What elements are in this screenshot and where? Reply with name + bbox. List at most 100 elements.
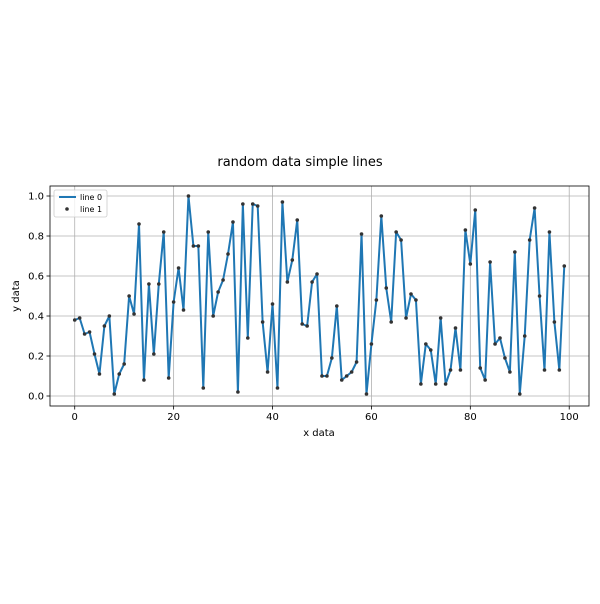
scatter-point [241,202,245,206]
scatter-point [428,348,433,352]
scatter-point [453,326,458,330]
scatter-point [166,376,171,380]
y-axis-label: y data [11,280,22,312]
scatter-point [419,382,423,386]
scatter-point [394,230,398,234]
scatter-point [221,278,225,282]
scatter-point [161,230,166,234]
scatter-point [522,334,527,338]
scatter-point [226,252,230,256]
scatter-point [404,316,408,320]
scatter-point [562,264,567,268]
scatter-point [107,314,112,318]
scatter-point [255,204,260,208]
scatter-point [374,298,379,302]
scatter-point [137,222,141,226]
chart-title: random data simple lines [217,155,382,170]
scatter-point [112,392,117,396]
y-tick-label: 0.0 [28,392,44,403]
x-tick-label: 40 [266,412,279,423]
scatter-point [300,322,304,326]
scatter-point [260,320,265,324]
scatter-point [305,324,309,328]
scatter-point [196,244,201,248]
scatter-point [344,374,349,378]
scatter-point [156,282,161,286]
scatter-point [335,304,339,308]
scatter-point [92,352,97,356]
scatter-point [547,230,552,234]
scatter-point [359,232,364,236]
scatter-point [295,218,300,222]
legend-label-line-0: line 0 [80,193,102,202]
legend-marker-swatch [65,207,69,211]
scatter-point [513,250,517,254]
scatter-point [102,324,107,328]
scatter-point [532,206,537,210]
scatter-point [458,368,463,372]
scatter-point [280,200,285,204]
scatter-point [176,266,181,270]
scatter-point [275,386,280,390]
y-tick-label: 0.2 [28,352,44,363]
scatter-point [399,238,403,242]
scatter-point [127,294,131,298]
scatter-point [537,294,542,298]
scatter-point [231,220,235,224]
scatter-point [493,342,497,346]
scatter-point [364,392,369,396]
scatter-point [463,228,468,232]
x-tick-label: 100 [560,412,579,423]
scatter-point [250,202,255,206]
scatter-point [369,342,374,346]
scatter-point [448,368,453,372]
x-tick-label: 0 [72,412,78,423]
plot-series [72,194,567,396]
scatter-point [181,308,186,312]
scatter-point [186,194,191,198]
y-tick-label: 0.6 [28,272,44,283]
scatter-point [201,386,206,390]
y-tick-label: 1.0 [28,192,44,203]
legend-label-line-1: line 1 [80,205,102,214]
scatter-point [424,342,428,346]
scatter-point [77,316,82,320]
y-tick-label: 0.8 [28,232,44,243]
scatter-point [290,258,295,262]
scatter-point [87,330,92,334]
scatter-point [117,372,122,376]
scatter-point [206,230,211,234]
x-tick-label: 80 [464,412,477,423]
scatter-point [503,356,507,360]
series-line-0 [73,195,566,395]
scatter-point [508,370,512,374]
x-tick-label: 20 [167,412,180,423]
y-tick-label: 0.4 [28,312,44,323]
scatter-point [433,382,438,386]
scatter-point [552,320,557,324]
scatter-point [325,374,329,378]
scatter-point [498,336,502,340]
scatter-point [97,372,102,376]
scatter-point [330,356,334,360]
axis-ticks: 0 20 40 60 80 100 0.0 0.2 0.4 0.6 0.8 1.0 [28,192,579,424]
scatter-point [191,244,196,248]
scatter-point [152,352,156,356]
scatter-point [211,314,215,318]
scatter-point [142,378,146,382]
scatter-point [171,300,176,304]
scatter-point [315,272,319,276]
scatter-point [216,290,220,294]
scatter-point [468,262,473,266]
scatter-point [122,362,126,366]
scatter-point [379,214,384,218]
scatter-point [310,280,314,284]
scatter-point [72,318,77,322]
scatter-point [478,366,483,370]
scatter-point [527,238,532,242]
scatter-point [488,260,492,264]
x-tick-label: 60 [365,412,378,423]
scatter-point [443,382,448,386]
